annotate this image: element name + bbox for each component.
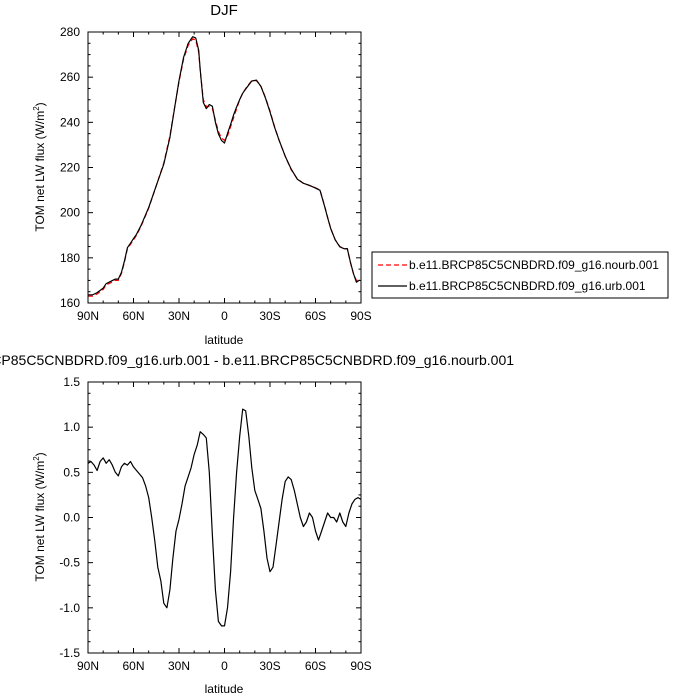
legend: b.e11.BRCP85C5CNBDRD.f09_g16.nourb.001 b… bbox=[371, 251, 669, 299]
top-x-axis-label: latitude bbox=[205, 333, 244, 347]
x-tick-label: 60N bbox=[122, 309, 144, 323]
series-line-0-1 bbox=[88, 36, 360, 296]
bottom-plot-frame bbox=[87, 381, 362, 654]
x-tick-label: 30N bbox=[168, 659, 190, 673]
x-tick-label: 90S bbox=[350, 309, 371, 323]
legend-label-urb: b.e11.BRCP85C5CNBDRD.f09_g16.urb.001 bbox=[409, 279, 646, 293]
y-tick-label: 280 bbox=[60, 25, 80, 39]
x-tick-label: 30N bbox=[168, 309, 190, 323]
bottom-axes: -1.5 -1.0 -0.5 0.0 0.5 1.0 1.5 90N 60N 30N 0 30S 60S… bbox=[59, 375, 371, 673]
bottom-chart-title: b.e11.BRCP85C5CNBDRD.f09_g16.urb.001 - b… bbox=[0, 352, 514, 368]
legend-label-nourb: b.e11.BRCP85C5CNBDRD.f09_g16.nourb.001 bbox=[409, 258, 659, 272]
top-chart-title: DJF bbox=[210, 2, 238, 19]
y-tick-label: 180 bbox=[60, 251, 80, 265]
x-tick-label: 90S bbox=[350, 659, 371, 673]
x-tick-label: 30S bbox=[259, 659, 280, 673]
bottom-y-axis-label: TOM net LW flux (W/m2) bbox=[32, 452, 47, 581]
x-tick-label: 0 bbox=[221, 309, 228, 323]
legend-box bbox=[371, 251, 669, 299]
x-tick-label: 60N bbox=[122, 659, 144, 673]
bottom-series-group bbox=[87, 408, 362, 627]
bottom-panel: b.e11.BRCP85C5CNBDRD.f09_g16.urb.001 - b… bbox=[0, 352, 514, 696]
top-panel: DJF 160 180 200 220 240 260 280 90N 60N 30N 0 30S 60… bbox=[32, 2, 372, 347]
y-tick-label: -0.5 bbox=[59, 556, 80, 570]
y-tick-label: 220 bbox=[60, 161, 80, 175]
series-line-0-0 bbox=[88, 38, 360, 297]
top-plot-frame bbox=[87, 31, 362, 304]
y-tick-label: 240 bbox=[60, 115, 80, 129]
top-y-axis-label: TOM net LW flux (W/m2) bbox=[32, 102, 47, 231]
bottom-x-axis-label: latitude bbox=[205, 682, 244, 696]
top-series-group bbox=[88, 36, 360, 297]
x-tick-label: 60S bbox=[305, 309, 326, 323]
y-tick-label: 260 bbox=[60, 70, 80, 84]
x-tick-label: 60S bbox=[305, 659, 326, 673]
y-tick-label: 0.0 bbox=[63, 511, 80, 525]
y-tick-label: 200 bbox=[60, 206, 80, 220]
y-tick-label: 160 bbox=[60, 296, 80, 310]
y-tick-label: 0.5 bbox=[63, 465, 80, 479]
y-tick-label: -1.5 bbox=[59, 646, 80, 660]
x-tick-label: 0 bbox=[221, 659, 228, 673]
top-axes: 160 180 200 220 240 260 280 90N 60N 30N 0 30S 60S 90S bbox=[60, 25, 372, 323]
x-tick-label: 30S bbox=[259, 309, 280, 323]
y-tick-label: 1.5 bbox=[63, 375, 80, 389]
y-tick-label: 1.0 bbox=[63, 420, 80, 434]
x-tick-label: 90N bbox=[77, 659, 99, 673]
series-line-1-0 bbox=[87, 408, 362, 627]
x-tick-label: 90N bbox=[77, 309, 99, 323]
y-tick-label: -1.0 bbox=[59, 601, 80, 615]
